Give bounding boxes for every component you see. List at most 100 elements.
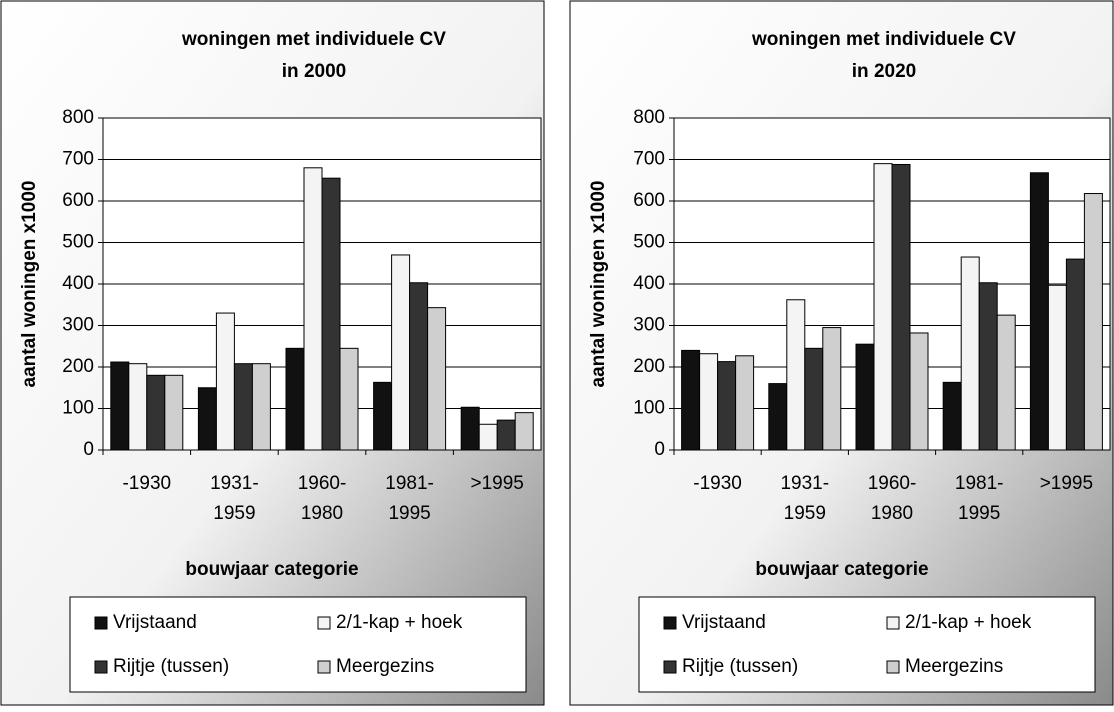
legend-swatch [663,660,677,674]
bar [891,163,911,451]
chart-panel: woningen met individuele CV in 2020 0 100 20… [569,0,1114,706]
x-tick-label: >1995 [471,473,524,494]
legend-swatch [94,660,108,674]
legend-label: 2/1-kap + hoek [336,612,463,633]
x-tick-label: 1931- [780,473,829,494]
bar [996,314,1016,451]
bar [128,363,148,451]
x-tick-label: 1995 [388,503,430,524]
legend-swatch [886,660,900,674]
y-tick-label: 100 [62,398,94,419]
y-tick-label: 500 [633,232,665,253]
bar [822,327,842,451]
x-tick-label: 1959 [784,503,826,524]
bar [1047,284,1067,451]
chart-panel: woningen met individuele CV in 2000 0 100 20… [0,0,545,706]
y-tick-label: 300 [62,315,94,336]
bar [804,347,824,451]
bar [496,419,516,451]
x-tick-label: 1995 [958,503,1000,524]
x-tick-label: 1960- [868,473,917,494]
bar [1029,172,1049,451]
y-tick-label: 100 [633,398,665,419]
bar [768,383,788,451]
x-tick-label: -1930 [693,473,742,494]
legend-box [69,596,527,693]
legend-swatch [317,660,331,674]
bar [110,361,130,451]
bar [1065,258,1085,451]
x-axis-label: bouwjaar categorie [755,559,928,580]
legend-label: Vrijstaand [682,612,766,633]
bar [164,374,184,451]
bar [339,347,359,451]
y-tick-label: 200 [633,356,665,377]
x-axis-label: bouwjaar categorie [185,559,358,580]
y-tick-label: 600 [633,190,665,211]
chart-title: woningen met individuele CV [751,29,1016,50]
x-tick-label: -1930 [122,473,171,494]
bar [978,282,998,451]
y-tick-label: 0 [83,439,94,460]
x-tick-label: 1931- [210,473,259,494]
x-tick-label: 1980 [871,503,913,524]
y-tick-label: 400 [62,273,94,294]
legend-swatch [94,616,108,630]
bar [717,361,737,451]
legend-swatch [663,616,677,630]
chart-title: in 2000 [282,61,346,82]
legend-box [638,596,1096,693]
bar [478,423,498,451]
y-tick-label: 700 [62,149,94,170]
y-tick-label: 500 [62,232,94,253]
bar [681,349,701,451]
bar [409,282,429,451]
y-axis-label: aantal woningen x1000 [19,181,40,388]
chart-title: woningen met individuele CV [181,29,446,50]
bar [285,347,305,451]
bar [373,381,393,451]
bar [514,412,534,451]
legend-label: 2/1-kap + hoek [905,612,1032,633]
legend-label: Meergezins [905,656,1003,677]
chart-title: in 2020 [852,61,916,82]
y-tick-label: 200 [62,356,94,377]
bar [873,163,893,451]
y-tick-label: 400 [633,273,665,294]
bar [251,363,271,451]
bar [735,355,755,451]
bar [427,307,447,451]
legend-swatch [886,616,900,630]
x-tick-label: 1981- [385,473,434,494]
y-tick-label: 0 [654,439,665,460]
bar [303,167,323,451]
y-tick-label: 600 [62,190,94,211]
bar [699,353,719,451]
bar [1083,193,1103,451]
legend-label: Rijtje (tussen) [113,656,229,677]
bar [197,387,217,451]
x-tick-label: >1995 [1040,473,1093,494]
bar [146,374,166,451]
bar [960,256,980,451]
x-tick-label: 1960- [298,473,347,494]
x-tick-label: 1981- [955,473,1004,494]
y-tick-label: 300 [633,315,665,336]
y-tick-label: 800 [62,107,94,128]
y-tick-label: 700 [633,149,665,170]
bar [855,343,875,451]
legend-swatch [317,616,331,630]
bar [942,381,962,451]
bar [233,363,253,451]
y-tick-label: 800 [633,107,665,128]
x-tick-label: 1959 [213,503,255,524]
bar [391,254,411,451]
y-axis-label: aantal woningen x1000 [588,181,609,388]
bar [321,177,341,451]
x-tick-label: 1980 [301,503,343,524]
bar [460,406,480,451]
bar [909,332,929,451]
legend-label: Meergezins [336,656,434,677]
legend-label: Vrijstaand [113,612,197,633]
